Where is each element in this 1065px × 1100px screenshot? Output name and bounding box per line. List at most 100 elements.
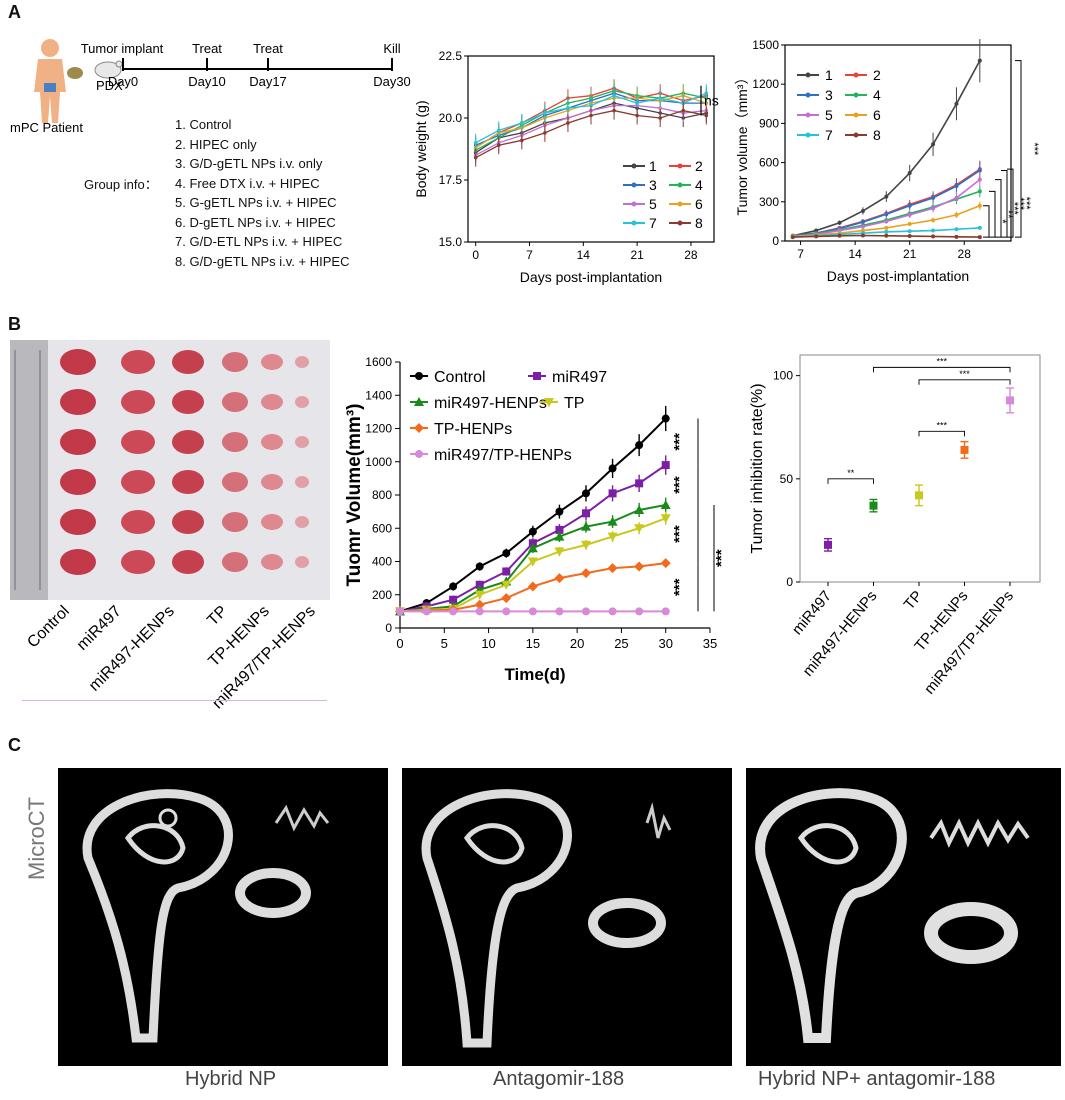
data-point [907,171,912,176]
data-point [473,141,478,145]
legend-marker [677,220,683,226]
data-point [704,91,709,95]
significance-bracket [1001,169,1008,238]
series [790,39,982,238]
legend-entry: 5 [797,107,833,123]
data-point [612,108,616,113]
svg-text:Day30: Day30 [373,74,411,89]
data-point [554,573,565,584]
legend-label: 2 [695,158,703,174]
data-point [635,479,644,488]
data-point [977,177,982,182]
legend-entry: 3 [797,87,833,103]
legend-label: 5 [649,196,657,212]
data-point [544,398,554,407]
data-point [634,524,645,534]
legend-label: miR497 [552,369,607,386]
data-point [907,234,912,239]
svg-text:Kill: Kill [383,41,400,56]
legend-entry: miR497 [528,369,607,386]
data-point [884,229,889,234]
data-point [884,219,889,224]
plot-frame [467,55,715,243]
tumor [60,349,96,375]
significance-label: *** [671,578,688,596]
data-point [658,116,662,120]
data-point [869,501,878,510]
y-tick-label: 900 [759,116,779,130]
significance-label: *** [959,369,970,379]
legend-marker [677,182,683,188]
data-point [860,224,865,229]
panel-label-c: C [8,735,21,755]
x-tick-label: 0 [396,636,403,651]
data-point [581,540,591,550]
tumor [222,512,248,532]
group-item: 8. G/D-gETL NPs i.v. + HIPEC [175,253,350,269]
data-point [415,372,423,380]
significance-label: *** [1028,142,1040,156]
microct-caption: Hybrid NP [185,1068,277,1090]
legend-label: TP [564,395,584,412]
data-point [635,101,639,105]
data-point [555,525,564,534]
data-point-group [869,498,878,513]
data-point [501,580,512,590]
significance-bracket [983,205,990,238]
group-item: 4. Free DTX i.v. + HIPEC [175,175,320,191]
y-tick-label: 0 [385,621,392,635]
tumor-growth-chart: 0 5 10 15 20 25 30 35 0 200 400 600 800 1000 1200 1400 1… [344,355,730,684]
y-tick-label: 1500 [752,38,779,52]
legend-label: 5 [825,107,833,123]
panel-label-a: A [8,2,21,22]
legend-label: 6 [695,196,703,212]
data-point [884,225,889,230]
microct-image [402,768,732,1066]
data-point [608,607,617,616]
legend-entry: TP-HENPs [410,421,512,438]
tumor [295,476,309,488]
significance-label: *** [671,433,688,451]
group-item: 6. D-gETL NPs i.v. + HIPEC [175,214,336,230]
x-tick-label: 25 [614,636,628,651]
data-point [814,234,819,239]
data-point [555,507,564,516]
timeline-event: Kill Day30 [373,41,411,89]
tumor [172,550,204,574]
data-point [954,195,959,200]
data-point [449,595,458,604]
tumor [295,556,309,568]
legend-entry: miR497-HENPs [410,395,547,412]
data-point [528,527,537,536]
x-tick-label: 15 [526,636,540,651]
data-point [954,234,959,239]
legend-marker [677,201,683,207]
legend-label: 4 [695,177,703,193]
timeline-event: Tumor implant Day0 [81,41,164,89]
y-tick-label: 1200 [752,77,779,91]
data-point [589,113,593,118]
data-point-group [1006,387,1014,414]
x-tick-label: TP [901,588,926,614]
data-point-group [960,440,969,459]
data-point [661,607,670,616]
data-point [704,113,709,118]
x-tick-label: 28 [958,247,972,261]
tumor [60,389,96,415]
significance-bracket [918,379,1011,385]
group-list: 1. Control 2. HIPEC only 3. G/D-gETL NPs… [175,115,349,271]
series-line [792,60,981,237]
data-point [475,607,484,616]
series [473,101,709,167]
data-point [527,581,538,592]
data-point [634,561,645,572]
svg-text:Day10: Day10 [188,74,226,89]
patient-figure [34,39,83,123]
tumor [172,470,204,494]
significance-label: *** [1020,197,1032,211]
data-point [977,58,982,63]
tumor [60,469,96,495]
legend-entry: 2 [845,67,881,83]
tumor [172,510,204,534]
data-point [1006,396,1014,405]
